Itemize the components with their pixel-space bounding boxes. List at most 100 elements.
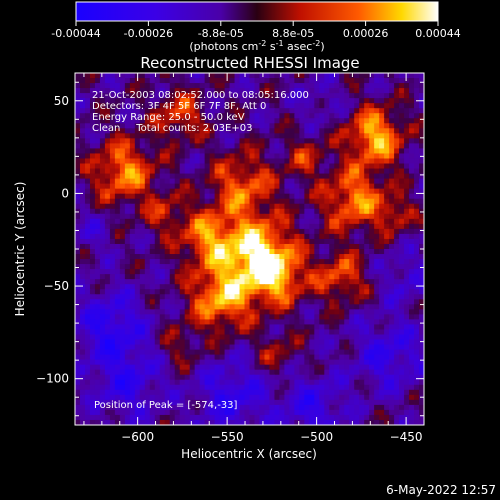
- heatmap-cell: [194, 339, 201, 346]
- heatmap-cell: [179, 339, 186, 346]
- heatmap-cell: [294, 339, 300, 346]
- heatmap-cell: [279, 339, 285, 346]
- heatmap-cell: [384, 153, 390, 160]
- heatmap-cell: [394, 319, 400, 326]
- heatmap-cell: [369, 304, 375, 310]
- heatmap-cell: [214, 188, 221, 195]
- heatmap-cell: [369, 319, 375, 326]
- heatmap-cell: [174, 414, 181, 421]
- heatmap-cell: [214, 153, 221, 160]
- heatmap-cell: [244, 354, 251, 361]
- heatmap-cell: [209, 409, 216, 416]
- heatmap-cell: [214, 178, 221, 185]
- heatmap-cell: [324, 108, 330, 114]
- heatmap-cell: [199, 143, 206, 150]
- heatmap-cell: [169, 329, 176, 336]
- heatmap-cell: [79, 399, 86, 406]
- heatmap-cell: [144, 118, 151, 124]
- heatmap-cell: [199, 334, 206, 341]
- heatmap-cell: [274, 78, 281, 84]
- heatmap-cell: [389, 394, 395, 401]
- heatmap-cell: [379, 118, 385, 124]
- heatmap-cell: [394, 314, 400, 320]
- heatmap-cell: [314, 113, 320, 119]
- heatmap-cell: [219, 249, 226, 255]
- heatmap-cell: [264, 133, 271, 139]
- heatmap-cell: [139, 73, 146, 79]
- heatmap-cell: [309, 123, 315, 129]
- heatmap-cell: [75, 158, 81, 165]
- heatmap-cell: [414, 203, 420, 210]
- heatmap-cell: [399, 274, 405, 280]
- heatmap-cell: [354, 193, 360, 200]
- heatmap-cell: [359, 279, 365, 285]
- heatmap-cell: [279, 399, 285, 406]
- heatmap-cell: [174, 98, 181, 104]
- heatmap-cell: [159, 319, 166, 326]
- heatmap-cell: [324, 249, 330, 255]
- heatmap-cell: [114, 294, 121, 300]
- heatmap-cell: [229, 238, 236, 245]
- heatmap-cell: [94, 108, 101, 114]
- heatmap-cell: [179, 108, 186, 114]
- heatmap-cell: [274, 178, 281, 185]
- heatmap-cell: [144, 233, 151, 240]
- heatmap-cell: [164, 183, 171, 190]
- heatmap-cell: [269, 404, 276, 411]
- heatmap-cell: [399, 233, 405, 240]
- heatmap-cell: [329, 203, 335, 210]
- heatmap-cell: [289, 183, 295, 190]
- heatmap-cell: [234, 188, 241, 195]
- heatmap-cell: [94, 223, 101, 230]
- heatmap-cell: [94, 83, 101, 89]
- heatmap-cell: [75, 294, 81, 300]
- heatmap-cell: [394, 269, 400, 275]
- heatmap-cell: [199, 269, 206, 275]
- heatmap-cell: [259, 193, 266, 200]
- heatmap-cell: [169, 379, 176, 386]
- heatmap-cell: [94, 98, 101, 104]
- heatmap-cell: [229, 389, 236, 396]
- heatmap-cell: [234, 324, 241, 331]
- heatmap-cell: [99, 394, 106, 401]
- heatmap-cell: [89, 349, 96, 356]
- heatmap-cell: [339, 309, 345, 315]
- heatmap-cell: [94, 178, 101, 185]
- heatmap-cell: [409, 198, 415, 205]
- heatmap-cell: [334, 128, 340, 134]
- heatmap-cell: [344, 103, 350, 109]
- heatmap-cell: [269, 389, 276, 396]
- heatmap-cell: [104, 133, 111, 139]
- heatmap-cell: [319, 394, 325, 401]
- heatmap-cell: [139, 83, 146, 89]
- heatmap-cell: [84, 238, 91, 245]
- heatmap-cell: [224, 218, 231, 225]
- heatmap-cell: [339, 228, 345, 235]
- heatmap-cell: [164, 123, 171, 129]
- heatmap-cell: [89, 384, 96, 391]
- heatmap-cell: [75, 238, 81, 245]
- heatmap-cell: [324, 319, 330, 326]
- heatmap-cell: [299, 344, 305, 351]
- heatmap-cell: [374, 138, 380, 144]
- heatmap-cell: [89, 118, 96, 124]
- heatmap-cell: [134, 138, 141, 144]
- heatmap-cell: [214, 264, 221, 270]
- heatmap-cell: [304, 384, 310, 391]
- heatmap-cell: [264, 249, 271, 255]
- heatmap-cell: [184, 339, 191, 346]
- heatmap-cell: [189, 113, 196, 119]
- heatmap-cell: [364, 173, 370, 180]
- heatmap-cell: [169, 178, 176, 185]
- heatmap-cell: [254, 128, 261, 134]
- heatmap-cell: [174, 324, 181, 331]
- heatmap-cell: [149, 369, 156, 376]
- heatmap-cell: [359, 259, 365, 265]
- heatmap-cell: [414, 228, 420, 235]
- heatmap-cell: [419, 274, 424, 280]
- heatmap-cell: [349, 168, 355, 175]
- heatmap-cell: [174, 334, 181, 341]
- heatmap-cell: [329, 113, 335, 119]
- heatmap-cell: [174, 264, 181, 270]
- heatmap-cell: [404, 309, 410, 315]
